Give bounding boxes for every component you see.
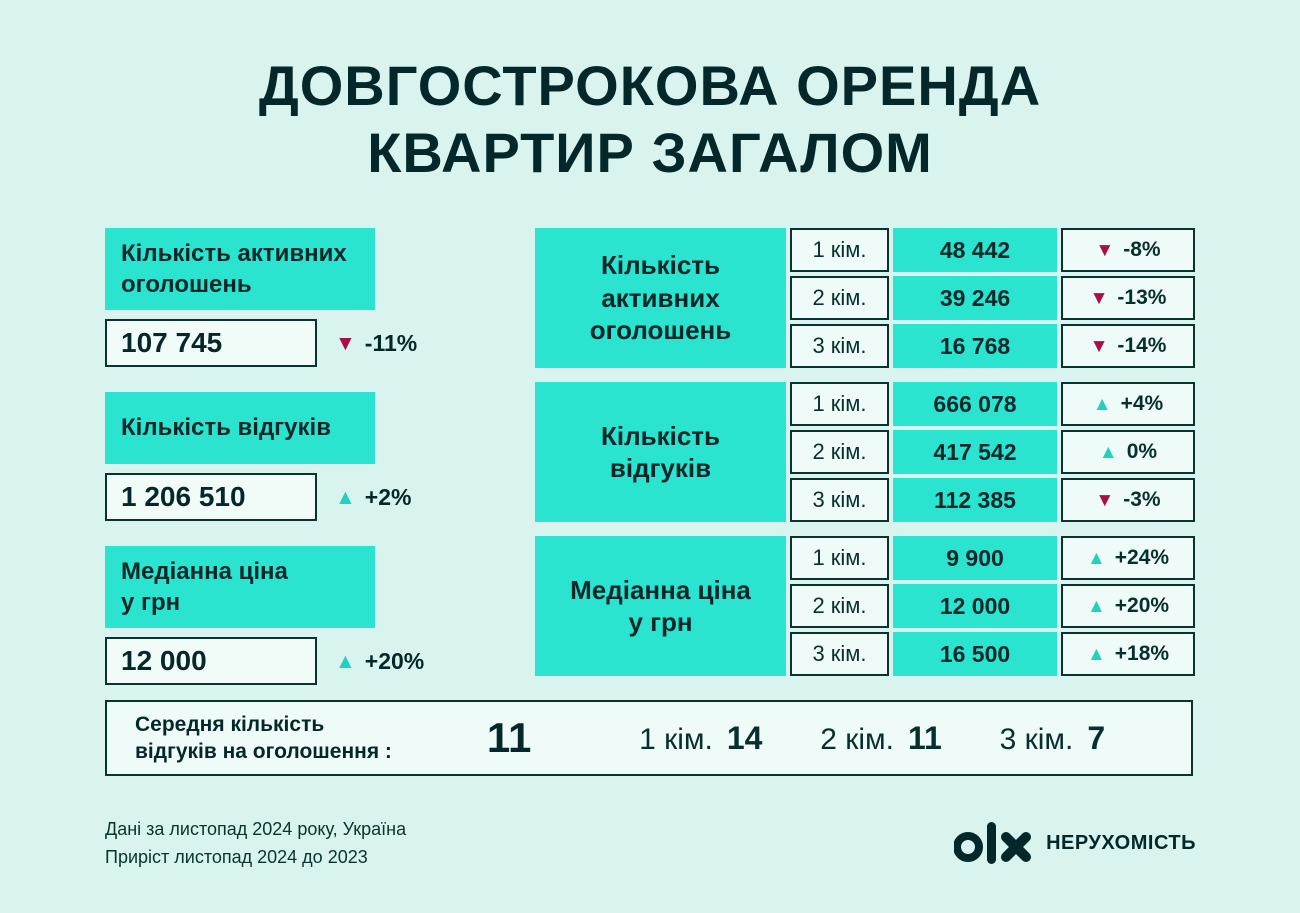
room-cell: 2 кім.	[790, 430, 889, 474]
average-responses-total: 11	[486, 714, 532, 761]
room-cell: 3 кім.	[790, 478, 889, 522]
table-median-price: Медіанна ціна у грн 1 кім. 9 900 +24% 2 …	[535, 536, 1197, 676]
trend-arrow-icon	[1090, 289, 1109, 308]
average-item-value: 11	[908, 719, 942, 756]
change-cell: -3%	[1061, 478, 1195, 522]
value-cell: 417 542	[893, 430, 1057, 474]
page-title-line1: ДОВГОСТРОКОВА ОРЕНДА	[258, 54, 1042, 117]
trend-arrow-icon	[1087, 549, 1106, 568]
trend-change: -14%	[1117, 334, 1167, 357]
olx-logo-icon	[954, 822, 1032, 864]
stat-card-label: Медіанна ціна у грн	[105, 546, 375, 628]
change-cell: -14%	[1061, 324, 1195, 368]
stat-card-responses: Кількість відгуків 1 206 510 +2%	[105, 392, 435, 521]
stat-card-label: Кількість відгуків	[105, 392, 375, 464]
room-cell: 3 кім.	[790, 632, 889, 676]
page-title-line2: КВАРТИР ЗАГАЛОМ	[367, 121, 933, 185]
brand-name: НЕРУХОМІСТЬ	[1046, 831, 1196, 854]
change-cell: +24%	[1061, 536, 1195, 580]
room-cell: 1 кім.	[790, 536, 889, 580]
stat-card-label: Кількість активних оголошень	[105, 228, 375, 310]
trend-arrow-icon	[1087, 645, 1106, 664]
average-item-value: 14	[726, 719, 763, 756]
page-title: ДОВГОСТРОКОВА ОРЕНДА КВАРТИР ЗАГАЛОМ	[0, 52, 1300, 186]
value-cell: 12 000	[893, 584, 1057, 628]
average-responses-bar: Середня кількість відгуків на оголошення…	[105, 700, 1193, 776]
stat-trend: +20%	[335, 648, 424, 675]
trend-arrow-icon	[1090, 337, 1109, 356]
detail-tables-column: Кількість активних оголошень 1 кім. 48 4…	[535, 228, 1197, 690]
trend-arrow-icon	[1087, 597, 1106, 616]
trend-change: +20%	[1114, 594, 1170, 617]
stat-value-row: 12 000 +20%	[105, 637, 435, 685]
trend-arrow-icon	[1095, 491, 1114, 510]
average-responses-label: Середня кількість відгуків на оголошення…	[135, 712, 392, 763]
value-cell: 16 500	[893, 632, 1057, 676]
trend-change: +20%	[364, 647, 425, 674]
stat-card-active-listings: Кількість активних оголошень 107 745 -11…	[105, 228, 435, 367]
average-responses-items: 1 кім. 14 2 кім. 11 3 кім. 7	[581, 720, 1163, 757]
room-cell: 1 кім.	[790, 228, 889, 272]
table-active-listings: Кількість активних оголошень 1 кім. 48 4…	[535, 228, 1197, 368]
trend-arrow-icon	[335, 487, 356, 508]
table-responses: Кількість відгуків 1 кім. 666 078 +4% 2 …	[535, 382, 1197, 522]
change-cell: -8%	[1061, 228, 1195, 272]
change-cell: 0%	[1061, 430, 1195, 474]
value-cell: 16 768	[893, 324, 1057, 368]
change-cell: +20%	[1061, 584, 1195, 628]
trend-change: +24%	[1114, 546, 1170, 569]
table-label: Кількість активних оголошень	[535, 228, 786, 368]
trend-change: +18%	[1114, 642, 1170, 665]
trend-change: -3%	[1123, 488, 1161, 511]
value-cell: 39 246	[893, 276, 1057, 320]
room-cell: 2 кім.	[790, 276, 889, 320]
trend-arrow-icon	[335, 651, 356, 672]
stat-value-row: 1 206 510 +2%	[105, 473, 435, 521]
average-item-room: 3 кім.	[999, 722, 1074, 756]
stat-value: 107 745	[105, 319, 317, 367]
value-cell: 48 442	[893, 228, 1057, 272]
room-cell: 3 кім.	[790, 324, 889, 368]
stat-trend: +2%	[335, 483, 412, 511]
trend-change: 0%	[1126, 440, 1158, 463]
table-label: Медіанна ціна у грн	[535, 536, 786, 676]
average-item-room: 2 кім.	[820, 722, 895, 756]
value-cell: 9 900	[893, 536, 1057, 580]
stat-trend: -11%	[335, 330, 417, 357]
footer-note-line2: Приріст листопад 2024 до 2023	[105, 846, 368, 867]
footer-note-line1: Дані за листопад 2024 року, Україна	[105, 819, 407, 839]
change-cell: +18%	[1061, 632, 1195, 676]
stat-value: 12 000	[105, 637, 317, 685]
trend-arrow-icon	[1099, 443, 1118, 462]
trend-change: +4%	[1120, 392, 1164, 415]
trend-change: -11%	[364, 329, 418, 356]
trend-arrow-icon	[1095, 241, 1114, 260]
change-cell: +4%	[1061, 382, 1195, 426]
trend-change: -8%	[1123, 238, 1161, 261]
trend-arrow-icon	[335, 333, 356, 354]
average-item: 1 кім. 14	[639, 720, 762, 757]
trend-change: +2%	[364, 483, 412, 510]
trend-change: -13%	[1117, 286, 1167, 309]
room-cell: 1 кім.	[790, 382, 889, 426]
value-cell: 112 385	[893, 478, 1057, 522]
stat-card-median-price: Медіанна ціна у грн 12 000 +20%	[105, 546, 435, 685]
summary-cards-column: Кількість активних оголошень 107 745 -11…	[105, 228, 435, 710]
stat-value-row: 107 745 -11%	[105, 319, 435, 367]
average-item-room: 1 кім.	[639, 722, 713, 756]
change-cell: -13%	[1061, 276, 1195, 320]
average-item-value: 7	[1087, 719, 1106, 756]
value-cell: 666 078	[893, 382, 1057, 426]
room-cell: 2 кім.	[790, 584, 889, 628]
footer-notes: Дані за листопад 2024 року, Україна Прир…	[105, 816, 406, 872]
average-item: 3 кім. 7	[1000, 720, 1106, 757]
table-label: Кількість відгуків	[535, 382, 786, 522]
trend-arrow-icon	[1093, 395, 1112, 414]
stat-value: 1 206 510	[105, 473, 317, 521]
average-item: 2 кім. 11	[820, 720, 942, 757]
brand-block: НЕРУХОМІСТЬ	[954, 820, 1196, 866]
